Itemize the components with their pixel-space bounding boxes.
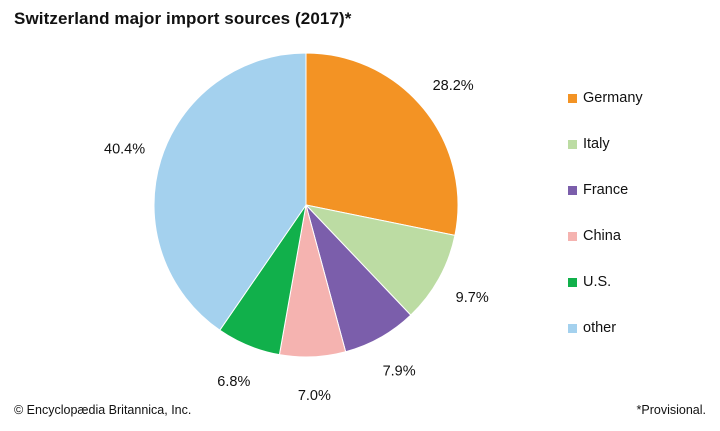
legend-label: U.S. <box>583 274 612 290</box>
legend-swatch <box>568 139 577 149</box>
legend-swatch <box>568 323 577 333</box>
legend-label: Italy <box>583 136 610 152</box>
legend-item-germany: Germany <box>568 75 643 121</box>
credit-text: © Encyclopædia Britannica, Inc. <box>14 403 192 417</box>
data-label-italy: 9.7% <box>456 290 489 306</box>
legend-item-other: other <box>568 305 643 351</box>
data-label-france: 7.9% <box>383 364 416 380</box>
provisional-note: *Provisional. <box>636 403 706 417</box>
legend-item-u-s: U.S. <box>568 259 643 305</box>
legend-label: France <box>583 182 629 198</box>
legend-label: other <box>583 320 617 336</box>
data-label-other: 40.4% <box>104 142 145 158</box>
legend-swatch <box>568 185 577 195</box>
legend-label: Germany <box>583 90 643 106</box>
chart-title: Switzerland major import sources (2017)* <box>14 9 352 28</box>
legend-item-italy: Italy <box>568 121 643 167</box>
legend-swatch <box>568 277 577 287</box>
legend-swatch <box>568 93 577 103</box>
pie-slice-germany <box>305 52 459 236</box>
legend-item-france: France <box>568 167 643 213</box>
pie-slice-other <box>153 52 307 331</box>
data-label-china: 7.0% <box>298 388 331 404</box>
legend-swatch <box>568 231 577 241</box>
legend-label: China <box>583 228 621 244</box>
legend: Germany Italy France China U.S. other <box>568 75 643 351</box>
data-label-germany: 28.2% <box>433 78 474 94</box>
pie-slice-italy <box>304 204 456 316</box>
data-label-u-s: 6.8% <box>217 374 250 390</box>
legend-item-china: China <box>568 213 643 259</box>
